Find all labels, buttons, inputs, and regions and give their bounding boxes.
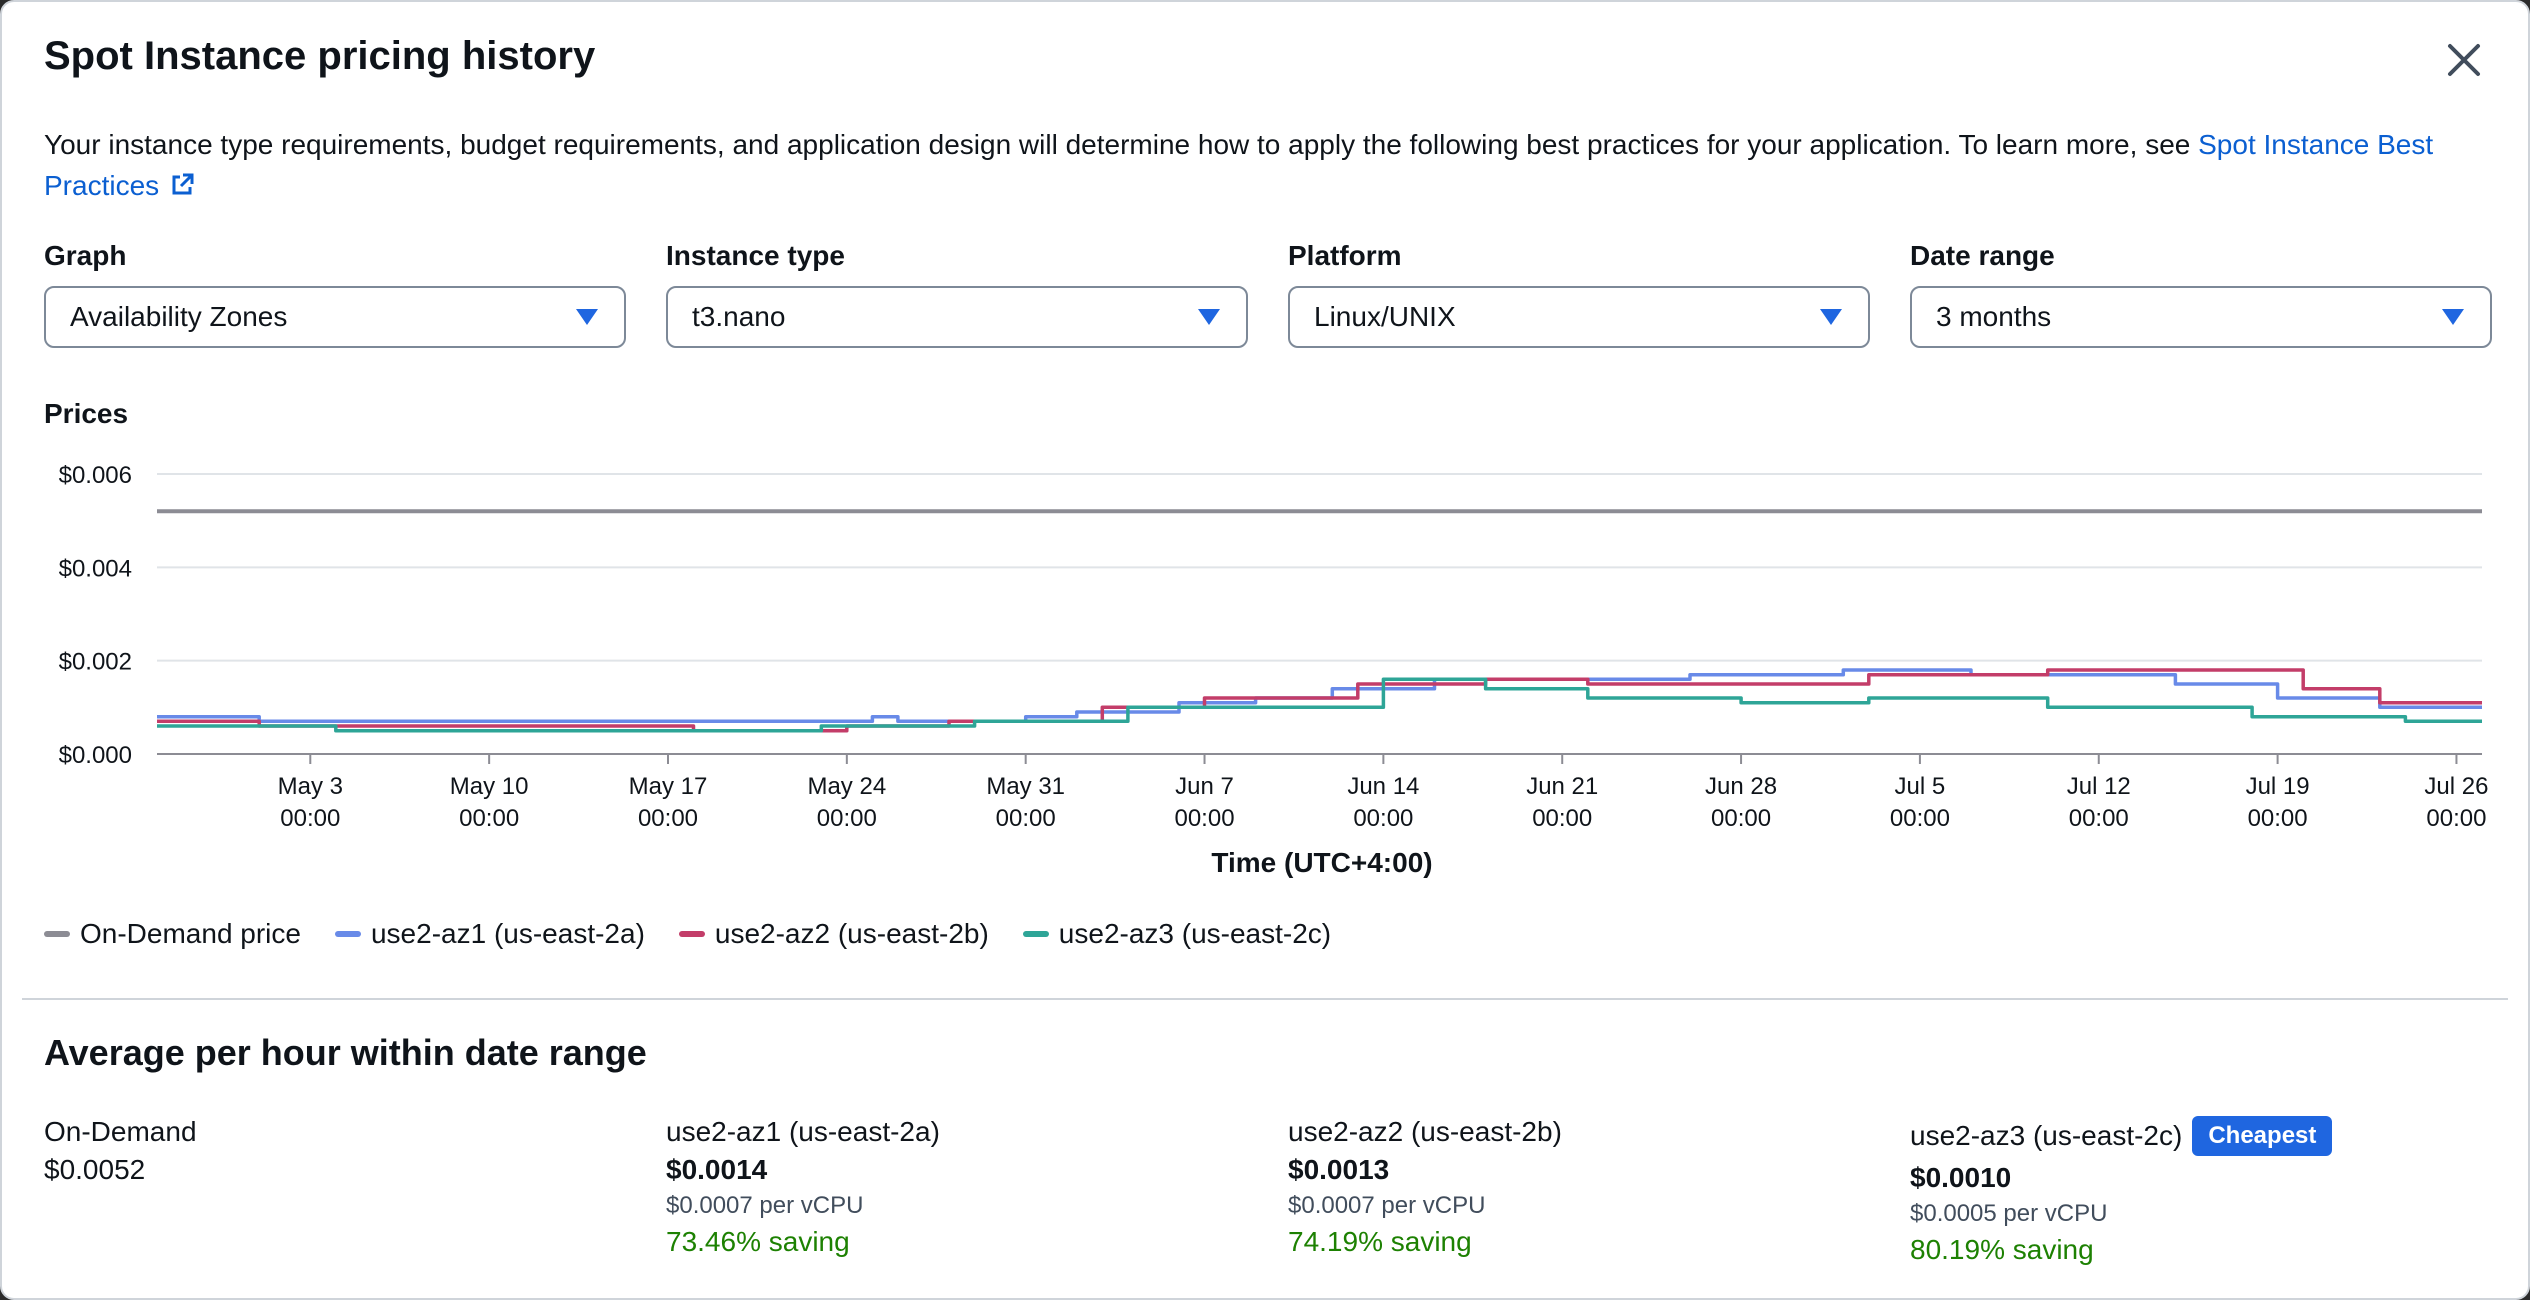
x-tick-label: May 3 (278, 773, 343, 800)
x-tick-time: 00:00 (817, 805, 877, 832)
zone-summary-az2: use2-az2 (us-east-2b) $0.0013 $0.0007 pe… (1288, 1116, 1888, 1258)
caret-down-icon (1820, 309, 1842, 325)
platform-label: Platform (1288, 240, 1402, 271)
instance-type-label: Instance type (666, 240, 845, 271)
graph-select[interactable]: Availability Zones (44, 286, 626, 348)
legend-swatch (44, 931, 70, 937)
modal-title: Spot Instance pricing history (44, 34, 596, 78)
legend-label: use2-az2 (us-east-2b) (714, 918, 989, 949)
zone-vcpu-price: $0.0007 per vCPU (666, 1192, 864, 1219)
graph-label: Graph (44, 240, 127, 271)
platform-value: Linux/UNIX (1314, 301, 1456, 332)
best-practices-link[interactable]: Spot Instance Best Practices (44, 129, 2433, 201)
x-tick-time: 00:00 (638, 805, 698, 832)
caret-down-icon (1198, 309, 1220, 325)
legend-item[interactable]: use2-az2 (us-east-2b) (678, 918, 989, 950)
description-text: Your instance type requirements, budget … (44, 129, 2191, 160)
x-tick-label: Jun 21 (1526, 773, 1598, 800)
zone-name: use2-az3 (us-east-2c) (1910, 1120, 2183, 1151)
series-line-4 (157, 677, 2482, 733)
zone-vcpu-price: $0.0005 per vCPU (1910, 1200, 2108, 1227)
average-title: Average per hour within date range (44, 1032, 647, 1073)
on-demand-summary: On-Demand $0.0052 (44, 1116, 644, 1186)
description: Your instance type requirements, budget … (44, 124, 2454, 209)
zone-saving: 74.19% saving (1288, 1226, 1472, 1257)
close-button[interactable] (2440, 36, 2488, 84)
x-tick-label: Jun 28 (1705, 773, 1777, 800)
x-tick-time: 00:00 (996, 805, 1056, 832)
x-tick-time: 00:00 (459, 805, 519, 832)
zone-vcpu-price: $0.0007 per vCPU (1288, 1192, 1486, 1219)
chart-legend: On-Demand price use2-az1 (us-east-2a) use2… (44, 918, 1365, 950)
x-axis-label: Time (UTC+4:00) (1211, 847, 1432, 878)
graph-value: Availability Zones (70, 301, 288, 332)
legend-label: On-Demand price (80, 918, 301, 949)
x-tick-label: Jun 14 (1347, 773, 1419, 800)
x-tick-time: 00:00 (2426, 805, 2486, 832)
divider (22, 998, 2508, 1000)
zone-saving: 80.19% saving (1910, 1234, 2094, 1265)
date-range-field: Date range 3 months (1910, 240, 2492, 348)
x-tick-time: 00:00 (1890, 805, 1950, 832)
graph-field: Graph Availability Zones (44, 240, 626, 348)
legend-item[interactable]: On-Demand price (44, 918, 301, 950)
x-tick-label: May 24 (807, 773, 886, 800)
y-tick-label: $0.000 (59, 742, 132, 769)
on-demand-price: $0.0052 (44, 1154, 146, 1185)
on-demand-name: On-Demand (44, 1116, 197, 1147)
external-link-icon (169, 168, 195, 209)
legend-swatch (1022, 931, 1049, 937)
platform-select[interactable]: Linux/UNIX (1288, 286, 1870, 348)
y-tick-label: $0.002 (59, 649, 132, 676)
zone-summary-az3: use2-az3 (us-east-2c) Cheapest $0.0010 $0… (1910, 1116, 2510, 1266)
zone-price: $0.0013 (1288, 1154, 1390, 1185)
legend-label: use2-az1 (us-east-2a) (370, 918, 645, 949)
x-tick-time: 00:00 (1174, 805, 1234, 832)
x-tick-time: 00:00 (2069, 805, 2129, 832)
date-range-label: Date range (1910, 240, 2055, 271)
caret-down-icon (2442, 309, 2464, 325)
x-tick-label: May 10 (450, 773, 529, 800)
date-range-select[interactable]: 3 months (1910, 286, 2492, 348)
zone-price: $0.0014 (666, 1154, 768, 1185)
legend-swatch (678, 931, 705, 937)
date-range-value: 3 months (1936, 301, 2052, 332)
zone-name: use2-az2 (us-east-2b) (1288, 1116, 1562, 1147)
close-icon (2448, 44, 2480, 76)
prices-label: Prices (44, 398, 129, 429)
legend-item[interactable]: use2-az1 (us-east-2a) (334, 918, 645, 950)
x-tick-label: May 31 (986, 773, 1065, 800)
legend-item[interactable]: use2-az3 (us-east-2c) (1022, 918, 1332, 950)
zone-price: $0.0010 (1910, 1162, 2012, 1193)
x-tick-label: Jul 26 (2424, 773, 2488, 800)
instance-type-select[interactable]: t3.nano (666, 286, 1248, 348)
x-tick-time: 00:00 (2248, 805, 2308, 832)
x-tick-label: Jul 5 (1895, 773, 1946, 800)
zone-summary-az1: use2-az1 (us-east-2a) $0.0014 $0.0007 pe… (666, 1116, 1266, 1258)
zone-saving: 73.46% saving (666, 1226, 850, 1257)
instance-type-field: Instance type t3.nano (666, 240, 1248, 348)
zone-name: use2-az1 (us-east-2a) (666, 1116, 940, 1147)
x-tick-label: Jul 12 (2067, 773, 2131, 800)
best-practices-link-text: Spot Instance Best Practices (44, 129, 2434, 201)
cheapest-badge: Cheapest (2192, 1116, 2333, 1156)
legend-swatch (334, 931, 361, 937)
caret-down-icon (576, 309, 598, 325)
price-chart[interactable]: $0.000 $0.002 $0.004 $0.006 May 3 00:00 May 10… (2, 442, 2530, 892)
x-tick-label: May 17 (629, 773, 708, 800)
x-tick-label: Jun 7 (1175, 773, 1234, 800)
x-tick-time: 00:00 (1532, 805, 1592, 832)
legend-label: use2-az3 (us-east-2c) (1058, 918, 1332, 949)
series-line-2 (157, 668, 2482, 724)
y-tick-label: $0.004 (59, 555, 132, 582)
y-tick-label: $0.006 (59, 462, 132, 489)
x-tick-time: 00:00 (280, 805, 340, 832)
x-tick-time: 00:00 (1353, 805, 1413, 832)
instance-type-value: t3.nano (692, 301, 786, 332)
x-tick-label: Jul 19 (2246, 773, 2310, 800)
platform-field: Platform Linux/UNIX (1288, 240, 1870, 348)
x-tick-time: 00:00 (1711, 805, 1771, 832)
